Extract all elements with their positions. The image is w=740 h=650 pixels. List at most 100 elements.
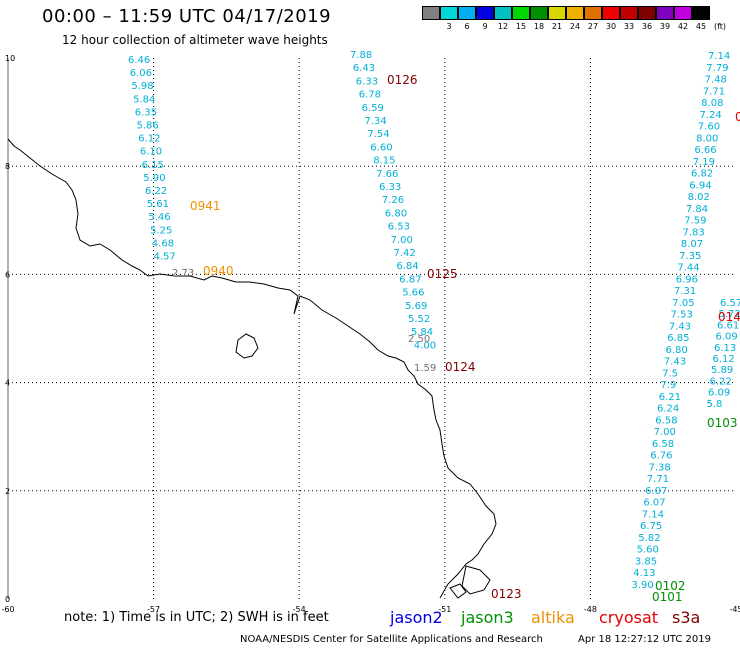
swh-value: 7.19 <box>693 157 715 168</box>
swh-value: 6.24 <box>657 404 679 415</box>
swh-value: 6.75 <box>640 521 662 532</box>
swh-value: 2.50 <box>408 334 430 345</box>
swh-value: 7.00 <box>391 235 413 246</box>
pass-time-label: 0123 <box>491 587 522 601</box>
swh-value: 6.84 <box>396 261 418 272</box>
swh-value: 2.73 <box>172 268 194 279</box>
swh-value: 5.86 <box>137 121 159 132</box>
scale-label: 3 <box>446 22 452 31</box>
swh-value: 5.66 <box>402 288 424 299</box>
pass-time-label: 0124 <box>445 360 476 374</box>
swh-value: 6.85 <box>667 333 689 344</box>
swh-value: 5.60 <box>637 545 659 556</box>
swh-value: 6.60 <box>370 142 392 153</box>
swh-value: 6.96 <box>676 274 698 285</box>
scale-swatch <box>440 6 458 20</box>
scale-label: 45 <box>695 22 707 31</box>
swh-value: 8.00 <box>696 133 718 144</box>
scale-swatch <box>674 6 692 20</box>
swh-value: 7.43 <box>669 321 691 332</box>
scale-unit: (ft) <box>714 22 727 31</box>
swh-value: 5.82 <box>638 533 660 544</box>
swh-value: 6.09 <box>708 388 730 399</box>
scale-label: 24 <box>569 22 581 31</box>
swh-value: 7.42 <box>394 248 416 259</box>
swh-value: 6.12 <box>138 134 160 145</box>
lat-tick-label: 4 <box>5 379 10 388</box>
swh-value: 6.07 <box>645 486 667 497</box>
swh-value: 5.46 <box>148 212 170 223</box>
swh-value: 8.02 <box>688 192 710 203</box>
swh-value: 6.43 <box>353 63 375 74</box>
scale-swatch <box>422 6 440 20</box>
island-outline <box>449 583 467 599</box>
lat-tick-label: 8 <box>5 162 10 171</box>
scale-label: 27 <box>587 22 599 31</box>
swh-value: 7.84 <box>686 204 708 215</box>
scale-swatch <box>476 6 494 20</box>
swh-value: 6.58 <box>652 439 674 450</box>
legend-altika: altika <box>531 608 575 627</box>
scale-swatch <box>638 6 656 20</box>
note: note: 1) Time is in UTC; 2) SWH is in fe… <box>64 610 329 625</box>
scale-swatch <box>530 6 548 20</box>
swh-value: 7.31 <box>674 286 696 297</box>
swh-value: 7.38 <box>649 462 671 473</box>
swh-value: 6.46 <box>128 55 150 66</box>
scale-swatch <box>602 6 620 20</box>
lon-tick-label: -54 <box>293 605 306 614</box>
swh-value: 5.8 <box>707 399 723 410</box>
scale-swatch <box>512 6 530 20</box>
swh-value: 6.33 <box>379 182 401 193</box>
pass-time-label: 014 <box>718 310 740 324</box>
swh-value: 6.10 <box>140 147 162 158</box>
swh-value: 6.66 <box>694 145 716 156</box>
swh-value: 1.59 <box>414 363 436 374</box>
swh-value: 8.15 <box>373 156 395 167</box>
lon-tick-label: -51 <box>438 605 451 614</box>
swh-value: 7.71 <box>647 474 669 485</box>
swh-value: 6.13 <box>714 343 736 354</box>
pass-time-label: 0941 <box>190 199 221 213</box>
swh-value: 8.08 <box>701 98 723 109</box>
scale-label: 30 <box>605 22 617 31</box>
lat-tick-label: 6 <box>5 270 10 279</box>
swh-value: 5.72 <box>719 309 740 320</box>
swh-value: 6.94 <box>689 180 711 191</box>
scale-swatch <box>458 6 476 20</box>
scale-swatch <box>566 6 584 20</box>
swh-value: 6.07 <box>643 498 665 509</box>
swh-value: 7.66 <box>376 169 398 180</box>
swh-value: 7.88 <box>350 50 372 61</box>
swh-value: 6.33 <box>356 76 378 87</box>
swh-value: 7.43 <box>664 357 686 368</box>
swh-value: 6.12 <box>713 354 735 365</box>
swh-value: 6.80 <box>666 345 688 356</box>
swh-value: 4.68 <box>152 238 174 249</box>
scale-label: 42 <box>677 22 689 31</box>
pass-time-label: 0101 <box>652 590 683 604</box>
lon-tick-label: -60 <box>1 605 14 614</box>
scale-label: 18 <box>533 22 545 31</box>
legend-cryosat: cryosat <box>599 608 659 627</box>
legend-s3a: s3a <box>672 608 701 627</box>
swh-value: 6.76 <box>650 451 672 462</box>
scale-label: 33 <box>623 22 635 31</box>
lon-tick-label: -48 <box>584 605 597 614</box>
swh-value: 6.22 <box>710 376 732 387</box>
swh-value: 6.80 <box>385 208 407 219</box>
scale-swatch <box>494 6 512 20</box>
swh-value: 7.35 <box>679 251 701 262</box>
pass-time-label: 0 <box>735 110 740 124</box>
swh-value: 7.14 <box>708 51 730 62</box>
scale-label: 21 <box>551 22 563 31</box>
swh-value: 7.26 <box>382 195 404 206</box>
swh-value: 7.79 <box>706 63 728 74</box>
pass-time-label: 0940 <box>203 264 234 278</box>
scale-label: 12 <box>497 22 509 31</box>
lat-tick-label: 0 <box>5 595 10 604</box>
lat-tick-label: 10 <box>5 54 15 63</box>
swh-value: 5.84 <box>411 327 433 338</box>
swh-value: 7.59 <box>684 216 706 227</box>
